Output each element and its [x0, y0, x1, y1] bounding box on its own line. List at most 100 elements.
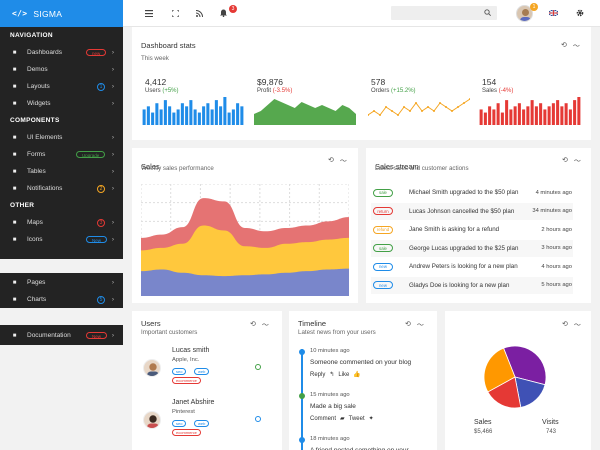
list-item[interactable]: sale George Lucas upgraded to the $25 pla…: [371, 239, 573, 257]
list-item[interactable]: refund Jane Smith is asking for a refund 2…: [371, 221, 573, 238]
refresh-icon[interactable]: ⟲: [561, 42, 567, 49]
kpi-bar: [543, 109, 547, 125]
kpi-point: [439, 102, 441, 104]
search-icon[interactable]: [484, 9, 491, 16]
kpi-bar: [206, 103, 210, 125]
user-company: Pinterest: [172, 409, 195, 415]
kpi-bar: [155, 103, 159, 125]
sales-card: Sales Weekly sales performance ⟲ 〜: [132, 148, 358, 303]
sidebar-item-forms[interactable]: ■ Forms Upgrade ›: [0, 146, 123, 163]
sidebar-item-layouts[interactable]: ■ Layouts 1 ›: [0, 78, 123, 95]
kpi-sparkline: [479, 97, 581, 125]
list-item[interactable]: new Gladys Doe is looking for a new plan 5…: [371, 276, 573, 294]
sidebar: NAVIGATION ■ Dashboards new › ■ Demos › ■ Layouts…: [0, 27, 123, 345]
list-item[interactable]: new Andrew Peters is looking for a new pl…: [371, 258, 573, 275]
stat-visits-value: 743: [546, 429, 557, 435]
sidebar-item-icons[interactable]: ■ Icons New ›: [0, 231, 123, 248]
kpi-bar: [560, 106, 564, 125]
kpi-bar: [163, 100, 167, 125]
card-title: Sales: [141, 162, 160, 171]
search-input[interactable]: [391, 6, 497, 20]
kpi-label-text: Profit: [257, 88, 272, 94]
trend-icon[interactable]: 〜: [573, 322, 581, 329]
sidebar-item-widgets[interactable]: ■ Widgets ›: [0, 95, 123, 112]
refresh-icon[interactable]: ⟲: [562, 157, 568, 164]
timeline-action-1[interactable]: Comment: [310, 415, 337, 422]
trend-icon[interactable]: 〜: [339, 158, 347, 165]
user-name[interactable]: Janet Abshire: [172, 399, 215, 406]
avatar[interactable]: [516, 5, 533, 22]
sidebar-item-label: Forms: [27, 151, 46, 158]
trend-icon[interactable]: 〜: [261, 322, 269, 329]
kpi-point: [427, 106, 429, 108]
stream-text: Jane Smith is asking for a refund: [409, 226, 500, 233]
timeline-action-2[interactable]: Like: [338, 371, 350, 378]
trend-icon[interactable]: 〜: [572, 43, 580, 50]
trend-icon[interactable]: 〜: [573, 158, 581, 165]
bell-icon[interactable]: [217, 7, 229, 19]
kpi-area: [254, 99, 356, 125]
sidebar-item-dashboards[interactable]: ■ Dashboards new ›: [0, 44, 123, 61]
timeline-action-1[interactable]: Reply: [310, 371, 326, 378]
stream-text: Michael Smith upgraded to the $50 plan: [409, 189, 519, 196]
refresh-icon[interactable]: ⟲: [328, 157, 334, 164]
stream-time: 5 hours ago: [541, 282, 572, 288]
stream-time: 4 hours ago: [541, 263, 572, 270]
sidebar-item-label: Documentation: [27, 332, 71, 339]
sidebar-item-label: Dashboards: [27, 49, 63, 56]
kpi-change: (-4%): [498, 88, 514, 94]
list-item[interactable]: sale Michael Smith upgraded to the $50 pl…: [371, 184, 573, 201]
menu-icon[interactable]: [143, 7, 155, 19]
brand[interactable]: </> SIGMA: [0, 0, 123, 27]
list-item[interactable]: return Lucas Johnson cancelled the $50 pl…: [371, 202, 573, 220]
kpi-bar: [479, 109, 483, 125]
fullscreen-icon[interactable]: [169, 7, 181, 19]
sidebar-item-pages[interactable]: ■ Pages ›: [0, 274, 123, 291]
refresh-icon[interactable]: ⟲: [405, 321, 411, 328]
sidebar-badge: New: [86, 332, 108, 339]
chevron-right-icon: ›: [111, 279, 114, 286]
kpi-bar: [210, 109, 214, 125]
refresh-icon[interactable]: ⟲: [250, 321, 256, 328]
dashboard-stats-card: Dashboard stats This week ⟲ 〜 4,412 Users …: [132, 27, 591, 140]
sidebar-item-tables[interactable]: ■ Tables ›: [0, 163, 123, 180]
dashboard-icon: ■: [12, 49, 17, 56]
stat-sales-value: $5,466: [474, 429, 493, 435]
kpi-point: [397, 114, 399, 116]
code-icon: ■: [12, 83, 17, 90]
sidebar-item-label: Tables: [27, 168, 46, 175]
sidebar-item-charts[interactable]: ■ Charts 5 ›: [0, 291, 123, 308]
trend-icon[interactable]: 〜: [416, 322, 424, 329]
card-title: Dashboard stats: [141, 41, 196, 50]
topbar: 3 1: [123, 0, 600, 27]
avatar[interactable]: [143, 359, 161, 377]
sidebar-item-demos[interactable]: ■ Demos ›: [0, 61, 123, 78]
rss-icon[interactable]: [193, 7, 205, 19]
stream-time: 34 minutes ago: [532, 208, 572, 214]
sidebar-item-ui-elements[interactable]: ■ UI Elements ›: [0, 129, 123, 146]
user-name[interactable]: Lucas smith: [172, 347, 210, 354]
card-title: Timeline: [298, 319, 327, 328]
kpi-point: [433, 110, 435, 112]
sidebar-item-notifications[interactable]: ■ Notifications 2 ›: [0, 180, 123, 197]
kpi-bar: [551, 103, 555, 125]
kpi-value: 4,412: [145, 77, 167, 87]
notification-badge: 3: [229, 5, 237, 13]
uk-flag-icon[interactable]: [549, 10, 558, 16]
chevron-right-icon: ›: [111, 185, 114, 192]
stream-tag: sale: [373, 188, 393, 197]
kpi-bar: [189, 100, 193, 125]
gear-icon[interactable]: [574, 7, 586, 19]
sidebar-item-documentation[interactable]: ■ Documentation New ›: [0, 327, 123, 344]
refresh-icon[interactable]: ⟲: [562, 321, 568, 328]
kpi-point: [469, 98, 470, 100]
kpi-label: Users (+5%): [145, 88, 179, 94]
icons-icon: ■: [12, 236, 17, 243]
sidebar-documentation: ■ Documentation New ›: [0, 325, 123, 345]
timeline-dot: [299, 349, 305, 355]
sidebar-item-maps[interactable]: ■ Maps 3 ›: [0, 214, 123, 231]
timeline-action-2[interactable]: Tweet: [348, 415, 365, 422]
avatar[interactable]: [143, 411, 161, 429]
kpi-bar: [202, 106, 206, 125]
sidebar-item-label: Charts: [27, 296, 47, 303]
